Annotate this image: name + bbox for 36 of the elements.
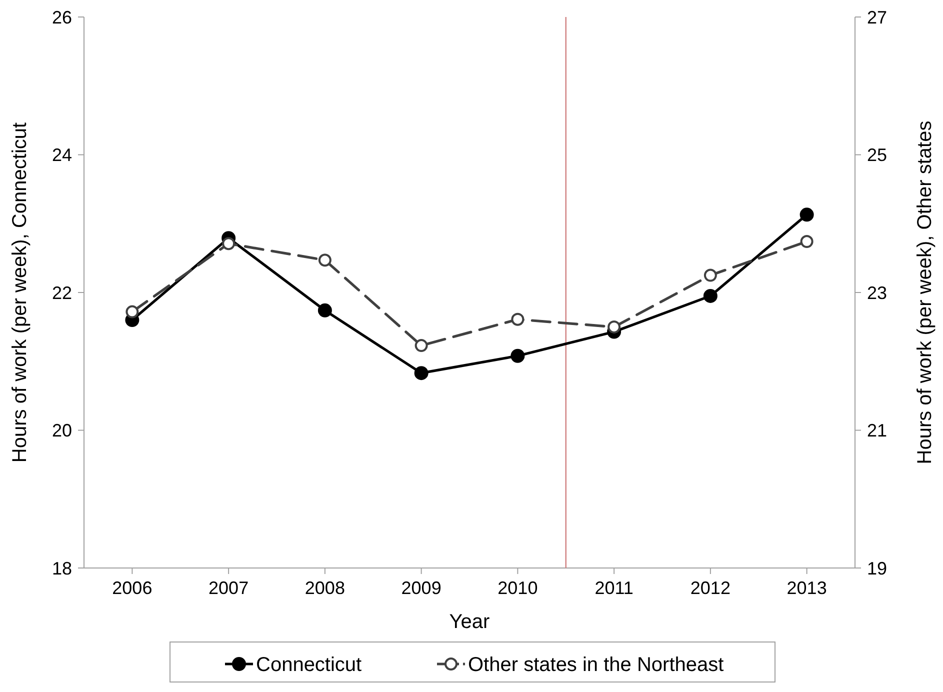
x-tick-label: 2007 (208, 578, 249, 598)
y-axis-title: Hours of work (per week), Connecticut (9, 122, 31, 463)
y2-tick-label: 27 (867, 7, 888, 28)
y2-tick-label: 21 (867, 420, 888, 441)
y-tick-label: 24 (52, 145, 72, 166)
legend-label: Connecticut (256, 654, 362, 676)
y2-axis-title: Hours of work (per week), Other states (914, 120, 936, 464)
point (126, 305, 139, 318)
point (414, 339, 428, 352)
point (414, 366, 428, 380)
y-tick-label: 20 (52, 420, 72, 441)
point (318, 254, 332, 267)
x-tick-label: 2006 (112, 578, 152, 598)
point (511, 312, 524, 326)
point (703, 288, 718, 303)
y2-tick-label: 25 (867, 145, 888, 166)
point (800, 208, 814, 222)
point (318, 303, 332, 318)
y-tick-label: 18 (52, 558, 72, 578)
x-tick-label: 2009 (401, 578, 442, 598)
y2-tick-label: 19 (867, 558, 888, 578)
point (510, 348, 525, 363)
point (800, 235, 814, 248)
point (222, 237, 236, 250)
y2-tick-label: 23 (867, 282, 888, 303)
x-tick-label: 2010 (498, 578, 538, 598)
legend-label: Other states in the Northeast (468, 654, 724, 676)
x-tick-label: 2008 (304, 578, 345, 598)
point (608, 320, 621, 334)
x-tick-label: 2013 (786, 578, 827, 598)
y-tick-label: 22 (52, 282, 72, 303)
x-tick-label: 2012 (690, 578, 730, 598)
x-tick-label: 2011 (594, 578, 634, 598)
point (704, 268, 717, 282)
y-tick-label: 26 (52, 7, 72, 28)
x-axis-title: Year (449, 611, 490, 633)
